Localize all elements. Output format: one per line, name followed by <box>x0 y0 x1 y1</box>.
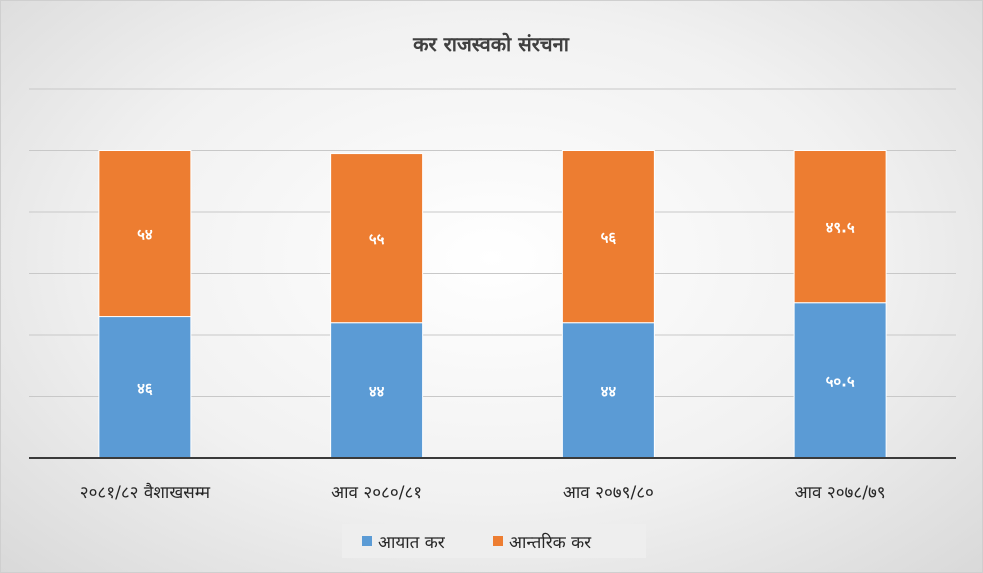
bar-segment <box>793 302 887 459</box>
bar-segment <box>561 150 655 324</box>
data-label: ४९.५ <box>826 219 855 237</box>
data-label: ५५ <box>369 230 385 248</box>
x-tick-label: २०८१/८२ वैशाखसम्म <box>80 482 211 503</box>
bars: ४६ ५४ ४४ ५५ ४४ ५६ ५०.५ ४९.५ <box>29 150 956 459</box>
bar-segment <box>561 322 655 459</box>
bar-segment <box>793 150 887 304</box>
x-tick-label: आव २०७८/७९ <box>795 483 886 503</box>
legend-label: आन्तरिक कर <box>509 532 592 553</box>
data-label: ४४ <box>369 382 385 400</box>
bar-segment <box>98 150 192 318</box>
data-label: ४४ <box>601 382 617 400</box>
bar-segment <box>330 322 424 459</box>
chart-title: कर राजस्वको संरचना <box>412 32 570 56</box>
x-tick-label: आव २०८०/८१ <box>331 483 422 503</box>
data-label: ५४ <box>137 226 153 244</box>
data-label: ५६ <box>601 229 617 247</box>
legend-swatch <box>493 536 503 546</box>
x-axis-ticks: २०८१/८२ वैशाखसम्म आव २०८०/८१ आव २०७९/८० आव … <box>80 482 886 503</box>
x-tick-label: आव २०७९/८० <box>563 483 654 503</box>
bar-segment <box>330 153 424 324</box>
legend: आयात कर आन्तरिक कर <box>342 524 646 558</box>
data-label: ४६ <box>137 379 153 397</box>
data-label: ५०.५ <box>826 372 855 390</box>
legend-label: आयात कर <box>378 533 446 553</box>
legend-swatch <box>362 536 372 546</box>
